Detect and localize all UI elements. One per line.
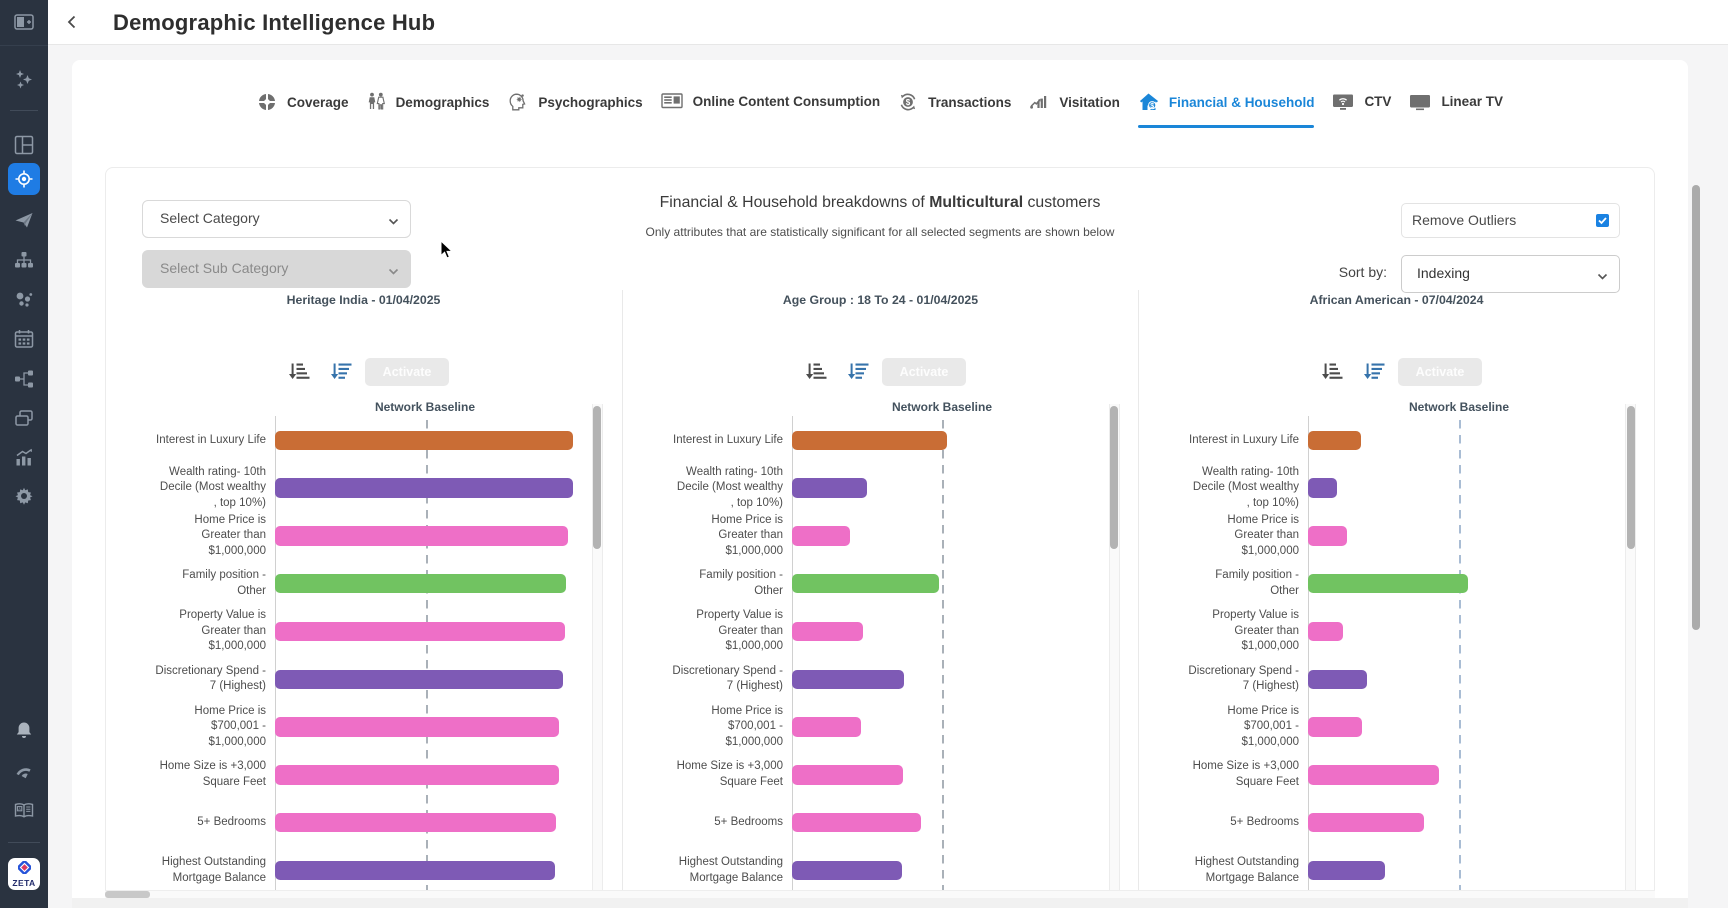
- svg-text:$: $: [1150, 103, 1154, 110]
- svg-text:A: A: [18, 807, 21, 811]
- svg-text:$: $: [906, 98, 911, 107]
